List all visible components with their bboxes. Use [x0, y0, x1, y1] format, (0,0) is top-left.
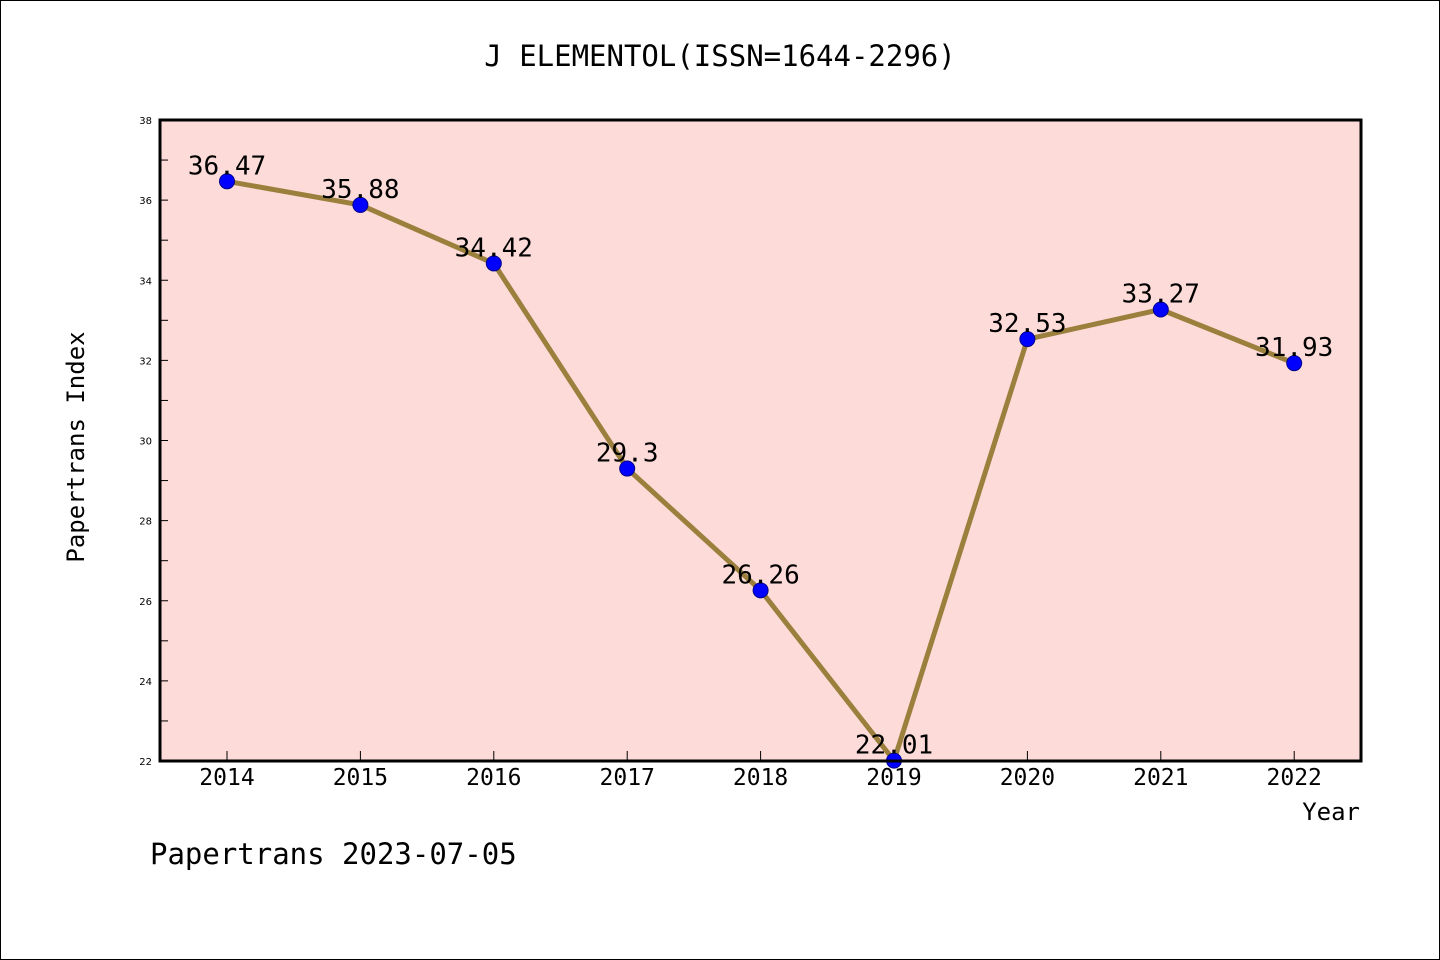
- data-point-label: 34.42: [455, 233, 533, 263]
- data-point-marker: [1286, 355, 1303, 372]
- y-tick-label: 32: [139, 356, 152, 367]
- data-point-marker: [1152, 301, 1169, 318]
- data-point-label: 29.3: [596, 439, 659, 469]
- y-tick-label: 36: [139, 196, 152, 207]
- y-tick-label: 30: [139, 437, 152, 448]
- y-tick-label: 24: [139, 677, 152, 688]
- y-tick-label: 28: [139, 517, 152, 528]
- x-axis-label: Year: [1302, 798, 1360, 826]
- y-tick-label: 38: [139, 116, 152, 127]
- data-point-marker: [352, 196, 369, 213]
- x-tick-label: 2017: [600, 765, 655, 791]
- data-point-marker: [619, 460, 636, 477]
- data-point-label: 31.93: [1255, 333, 1333, 363]
- y-axis-label: Papertrans Index: [62, 331, 90, 562]
- x-tick-label: 2020: [1000, 765, 1055, 791]
- data-point-label: 33.27: [1122, 279, 1200, 309]
- x-tick-label: 2014: [199, 765, 254, 791]
- plot-border: [158, 118, 1363, 763]
- chart-title: J ELEMENTOL(ISSN=1644-2296): [484, 39, 955, 73]
- x-tick-label: 2019: [866, 765, 921, 791]
- x-tick-label: 2021: [1133, 765, 1188, 791]
- data-labels: 36.47 35.88 34.42 29.3 26.26 22.01 32.53 33.27 3…: [188, 151, 1333, 760]
- x-tick-label: 2016: [466, 765, 521, 791]
- y-tick-label: 34: [139, 276, 152, 287]
- data-point-marker: [752, 582, 769, 599]
- data-point-label: 32.53: [988, 309, 1066, 339]
- x-tick-label: 2022: [1267, 765, 1322, 791]
- data-point-label: 35.88: [321, 175, 399, 205]
- data-point-marker: [1019, 331, 1036, 348]
- x-tick-label: 2018: [733, 765, 788, 791]
- footer-watermark: Papertrans 2023-07-05: [150, 837, 517, 871]
- data-point-label: 22.01: [855, 731, 933, 761]
- data-point-label: 26.26: [721, 560, 799, 590]
- x-axis: 2014 2015 2016 2017 2018 2019 2020 2021 2022: [199, 751, 1322, 791]
- x-tick-label: 2015: [333, 765, 388, 791]
- data-point-label: 36.47: [188, 151, 266, 181]
- plot-area: [160, 120, 1361, 761]
- data-points: [219, 173, 1303, 769]
- y-tick-label: 26: [139, 597, 152, 608]
- y-tick-label: 22: [139, 757, 152, 768]
- data-point-marker: [485, 255, 502, 272]
- data-point-marker: [219, 173, 235, 190]
